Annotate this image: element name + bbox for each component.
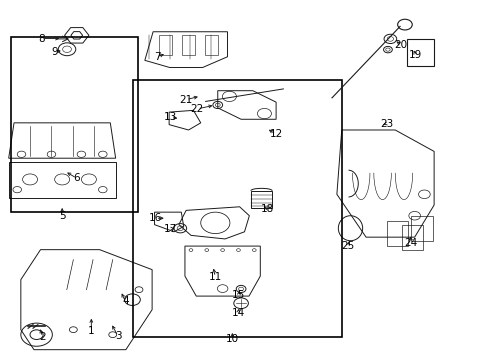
Text: 13: 13 <box>163 112 177 122</box>
Text: 20: 20 <box>394 40 407 50</box>
Bar <box>205 35 218 55</box>
Bar <box>159 35 172 55</box>
Text: 6: 6 <box>73 173 80 183</box>
Text: 11: 11 <box>208 272 222 282</box>
Bar <box>250 191 272 208</box>
Text: 1: 1 <box>88 326 95 336</box>
Text: 22: 22 <box>190 104 203 114</box>
Bar <box>11 37 137 212</box>
Text: 21: 21 <box>179 95 192 105</box>
Text: 12: 12 <box>269 129 282 139</box>
Text: 7: 7 <box>153 52 160 62</box>
Bar <box>132 80 341 337</box>
Text: 16: 16 <box>148 213 162 223</box>
Bar <box>401 225 422 249</box>
Text: 10: 10 <box>225 334 239 344</box>
Text: 4: 4 <box>122 296 128 306</box>
Text: 15: 15 <box>232 291 245 300</box>
Bar <box>182 35 195 55</box>
Text: 17: 17 <box>163 224 177 234</box>
Text: 2: 2 <box>40 332 46 342</box>
Text: 18: 18 <box>260 203 273 213</box>
Text: 25: 25 <box>340 241 353 251</box>
Text: 19: 19 <box>408 50 422 60</box>
Text: 5: 5 <box>59 211 65 221</box>
Bar <box>410 216 432 241</box>
Bar <box>407 39 433 66</box>
Bar <box>9 162 116 198</box>
Text: 3: 3 <box>115 331 121 341</box>
Bar <box>386 221 407 246</box>
Text: 23: 23 <box>379 118 392 129</box>
Text: 9: 9 <box>51 47 58 57</box>
Text: 8: 8 <box>39 33 45 44</box>
Text: 14: 14 <box>231 308 244 318</box>
Text: 24: 24 <box>404 238 417 248</box>
